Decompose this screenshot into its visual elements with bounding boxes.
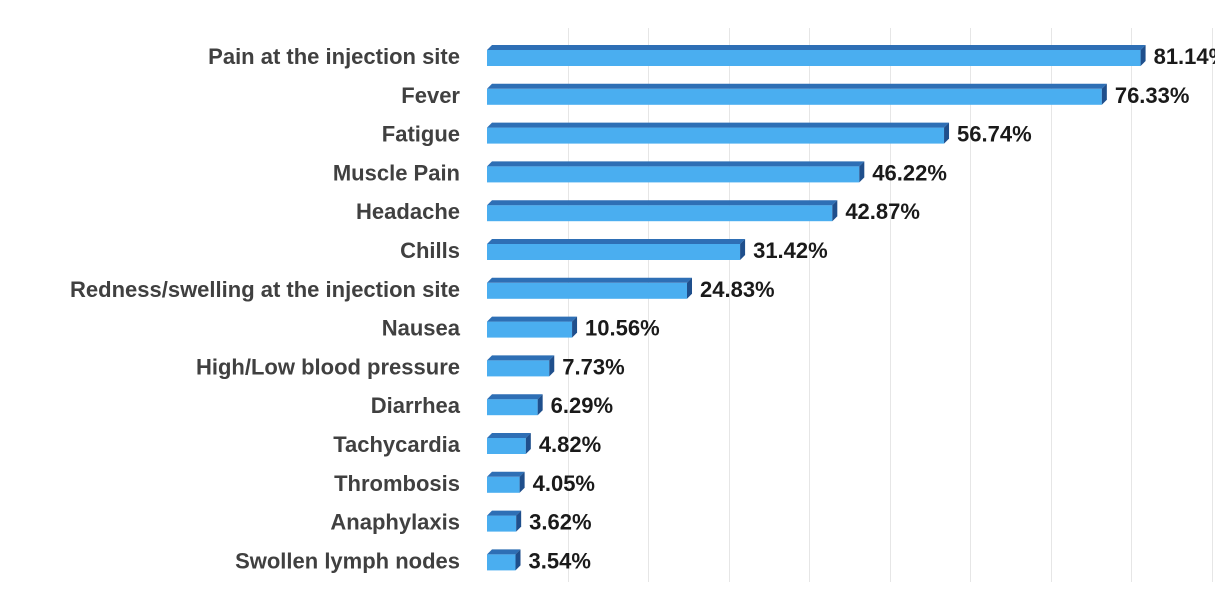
category-label: Chills: [400, 238, 460, 263]
bar-top: [487, 200, 838, 206]
category-label: Fever: [401, 83, 460, 108]
category-label: Thrombosis: [334, 471, 460, 496]
bar: [487, 355, 555, 377]
bar-face: [487, 321, 573, 338]
bar-side: [519, 471, 525, 493]
bar-side: [515, 549, 521, 571]
bar: [487, 510, 522, 532]
bar-top: [487, 394, 543, 400]
bar-face: [487, 166, 860, 183]
bar: [487, 394, 543, 416]
bar: [487, 45, 1146, 66]
gridlines: [568, 28, 1213, 582]
value-label: 3.54%: [529, 548, 591, 573]
bar-face: [487, 50, 1141, 66]
value-label: 3.62%: [529, 510, 591, 535]
category-label: Redness/swelling at the injection site: [70, 277, 460, 302]
category-label: Pain at the injection site: [208, 44, 460, 69]
bar: [487, 433, 531, 454]
category-label: Tachycardia: [333, 432, 461, 457]
bar-top: [487, 316, 578, 322]
bar: [487, 549, 521, 571]
value-label: 31.42%: [753, 238, 828, 263]
bar-face: [487, 282, 688, 299]
bar-top: [487, 161, 865, 167]
category-label: Fatigue: [382, 122, 460, 147]
bar-top: [487, 45, 1146, 50]
bar: [487, 239, 746, 260]
value-label: 4.82%: [539, 432, 601, 457]
value-label: 6.29%: [551, 393, 613, 418]
bar-top: [487, 122, 950, 128]
category-label: Headache: [356, 199, 460, 224]
value-label: 81.14%: [1154, 44, 1215, 69]
bar: [487, 83, 1107, 105]
bar-face: [487, 554, 516, 571]
bar-side: [832, 200, 838, 222]
bar-face: [487, 476, 520, 493]
bar: [487, 471, 525, 493]
bar-side: [859, 161, 865, 183]
value-label: 4.05%: [533, 471, 595, 496]
bar-side: [1140, 45, 1146, 66]
category-label: Anaphylaxis: [330, 510, 460, 535]
bar-top: [487, 471, 525, 477]
value-label: 46.22%: [872, 160, 947, 185]
bar-face: [487, 127, 945, 144]
bar-side: [687, 277, 693, 299]
value-label: 76.33%: [1115, 83, 1190, 108]
bar-side: [516, 510, 522, 532]
value-label: 7.73%: [562, 354, 624, 379]
bar-top: [487, 433, 531, 438]
bar-side: [572, 316, 578, 338]
bar: [487, 316, 578, 338]
bar-top: [487, 277, 693, 283]
bar-face: [487, 399, 538, 416]
bar-top: [487, 355, 555, 361]
bar: [487, 277, 693, 299]
bar-side: [944, 122, 950, 144]
bar-side: [549, 355, 555, 377]
bar: [487, 122, 950, 144]
category-label: Diarrhea: [371, 393, 461, 418]
bar-top: [487, 83, 1107, 89]
bar-top: [487, 549, 521, 555]
bar: [487, 200, 838, 222]
category-labels: Pain at the injection site Fever Fatigue Mu…: [70, 44, 461, 573]
bar-face: [487, 88, 1102, 105]
bar-face: [487, 438, 526, 454]
bar-side: [740, 239, 746, 260]
value-label: 24.83%: [700, 277, 775, 302]
category-label: Swollen lymph nodes: [235, 548, 460, 573]
bar-face: [487, 360, 550, 377]
bar-side: [525, 433, 531, 454]
bar-side: [1101, 83, 1107, 105]
bars: [487, 45, 1146, 571]
value-labels: 81.14% 76.33% 56.74% 46.22% 42.87% 31.42% 24.8…: [529, 44, 1215, 573]
value-label: 10.56%: [585, 316, 660, 341]
category-label: Nausea: [382, 316, 461, 341]
category-label: Muscle Pain: [333, 160, 460, 185]
bar-face: [487, 205, 833, 222]
bar-top: [487, 510, 522, 516]
bar-face: [487, 515, 517, 532]
bar-top: [487, 239, 746, 244]
bar-face: [487, 244, 741, 260]
value-label: 56.74%: [957, 122, 1032, 147]
bar: [487, 161, 865, 183]
value-label: 42.87%: [845, 199, 920, 224]
category-label: High/Low blood pressure: [196, 354, 460, 379]
bar-side: [537, 394, 543, 416]
